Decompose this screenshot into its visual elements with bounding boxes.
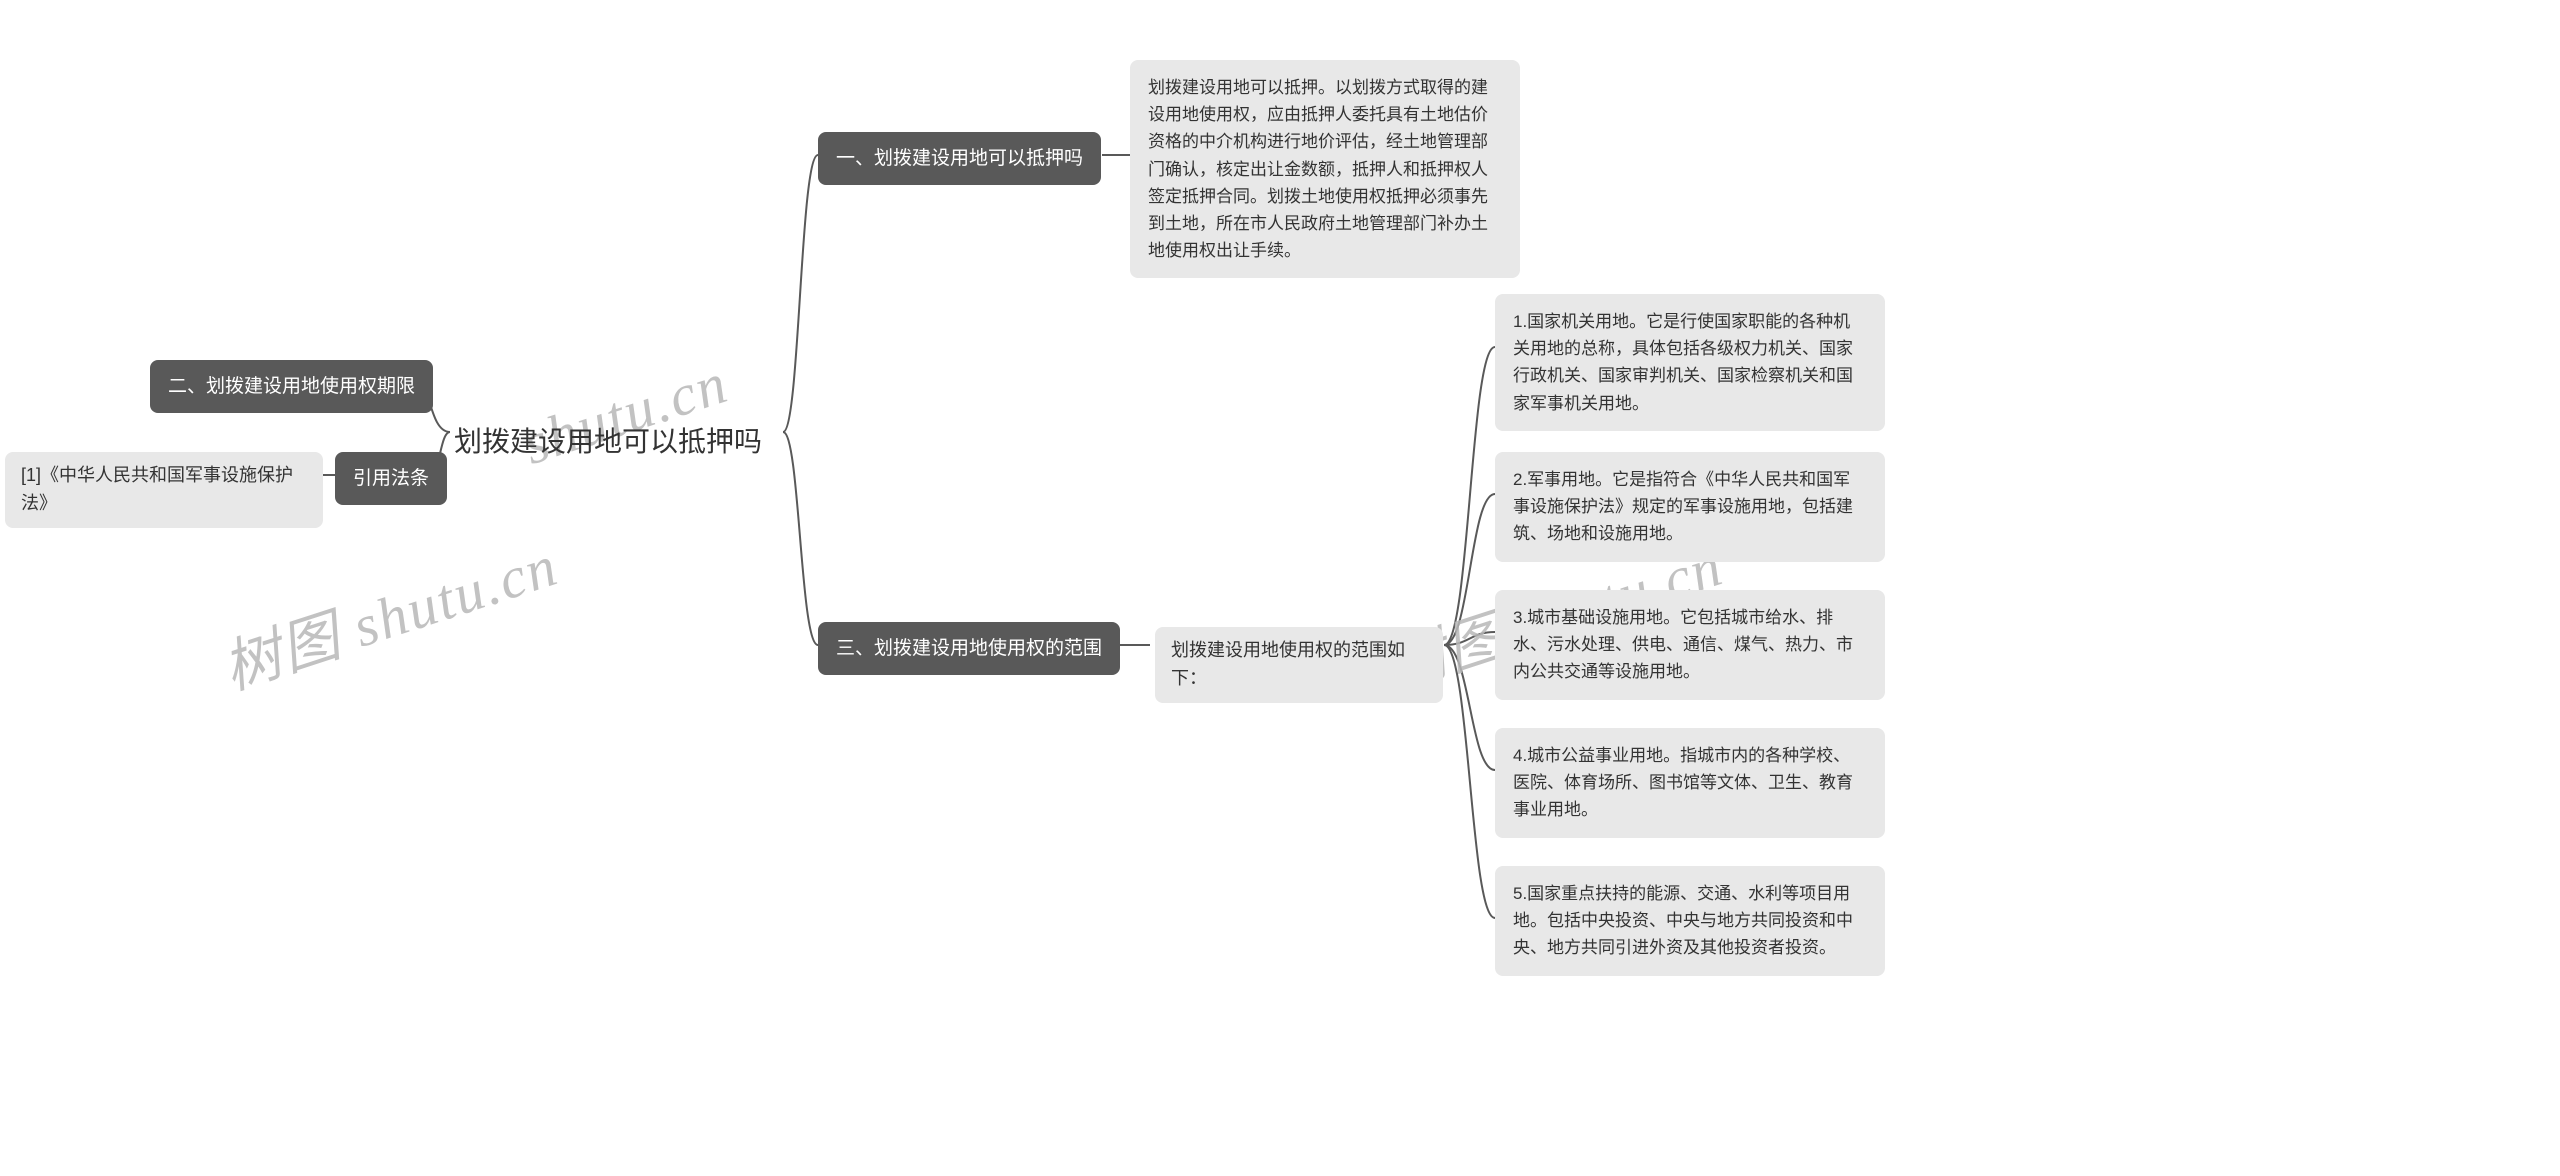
scope-item-3: 3.城市基础设施用地。它包括城市给水、排水、污水处理、供电、通信、煤气、热力、市…	[1495, 590, 1885, 700]
scope-item-5: 5.国家重点扶持的能源、交通、水利等项目用地。包括中央投资、中央与地方共同投资和…	[1495, 866, 1885, 976]
branch-scope: 三、划拨建设用地使用权的范围	[818, 622, 1120, 675]
branch-term-limit: 二、划拨建设用地使用权期限	[150, 360, 433, 413]
scope-item-2: 2.军事用地。它是指符合《中华人民共和国军事设施保护法》规定的军事设施用地，包括…	[1495, 452, 1885, 562]
citation-item-1: [1]《中华人民共和国军事设施保护法》	[5, 452, 323, 528]
branch-citations: 引用法条	[335, 452, 447, 505]
watermark-1: 树图 shutu.cn	[211, 518, 567, 705]
scope-intro: 划拨建设用地使用权的范围如下：	[1155, 627, 1443, 703]
scope-item-4: 4.城市公益事业用地。指城市内的各种学校、医院、体育场所、图书馆等文体、卫生、教…	[1495, 728, 1885, 838]
mortgage-description: 划拨建设用地可以抵押。以划拨方式取得的建设用地使用权，应由抵押人委托具有土地估价…	[1130, 60, 1520, 278]
scope-item-1: 1.国家机关用地。它是行使国家职能的各种机关用地的总称，具体包括各级权力机关、国…	[1495, 294, 1885, 431]
mindmap-root: 划拨建设用地可以抵押吗	[450, 412, 766, 471]
branch-can-mortgage: 一、划拨建设用地可以抵押吗	[818, 132, 1101, 185]
